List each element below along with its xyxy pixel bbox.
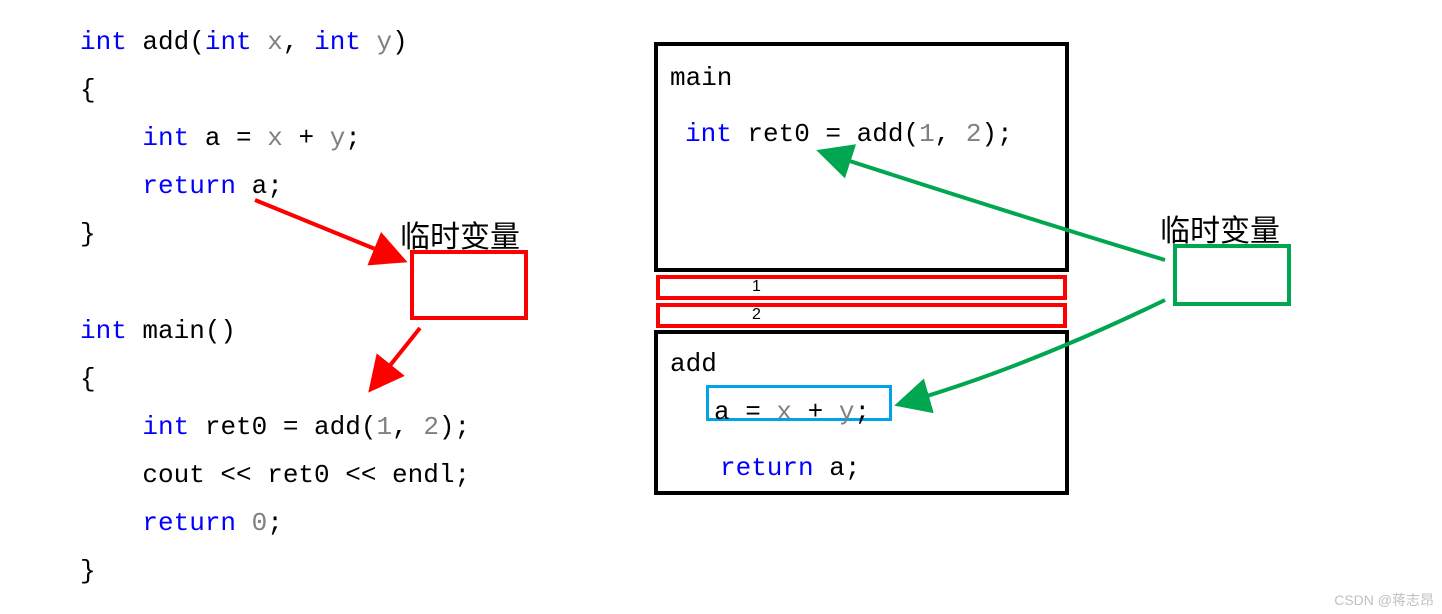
temp-var-box-left: [410, 250, 528, 320]
stack-slot-2-label: 2: [752, 306, 761, 324]
frame-title-main: main: [670, 54, 732, 102]
temp-var-label-left: 临时变量: [400, 212, 520, 256]
frame-add-return: return a;: [720, 444, 860, 492]
temp-var-box-right: [1173, 244, 1291, 306]
watermark: CSDN @蒋志昂: [1334, 590, 1434, 610]
frame-add-expr: a = x + y;: [714, 388, 870, 436]
frame-main-line1: int ret0 = add(1, 2);: [685, 110, 1013, 158]
stack-slot-1: [656, 275, 1067, 300]
stack-slot-2: [656, 303, 1067, 328]
temp-var-label-right: 临时变量: [1160, 206, 1280, 250]
frame-title-add: add: [670, 340, 717, 388]
stack-slot-1-label: 1: [752, 278, 761, 296]
